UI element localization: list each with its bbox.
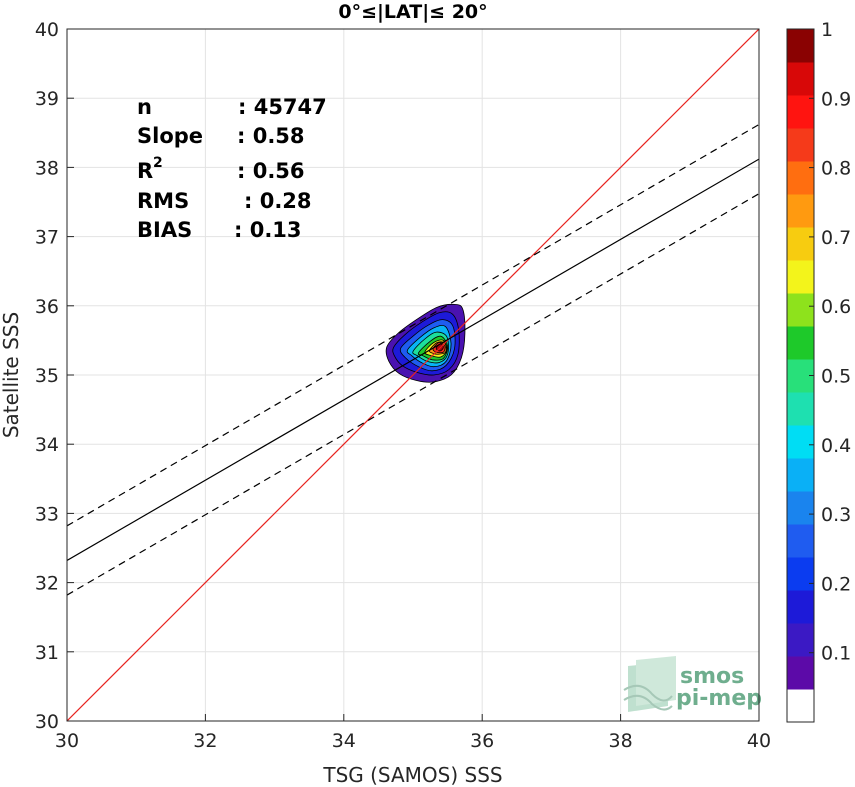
colorbar-segment xyxy=(787,194,814,228)
colorbar: 0.1 0.2 0.3 0.4 0.5 0.6 0.7 0.8 0.9 1 xyxy=(786,19,851,723)
identity-line xyxy=(67,29,759,721)
stats-box: n : 45747 Slope : 0.58 R 2 : 0.56 RMS : 0.28 BIAS… xyxy=(137,95,327,242)
colorbar-tick-label: 0.1 xyxy=(821,643,851,665)
colorbar-segment xyxy=(787,227,814,261)
y-tick-label: 40 xyxy=(35,19,59,41)
y-tick-label: 30 xyxy=(35,711,59,733)
colorbar-segment xyxy=(787,161,814,195)
stat-value: : 0.13 xyxy=(234,218,302,242)
colorbar-tick-label: 0.7 xyxy=(821,227,851,249)
colorbar-segment xyxy=(787,689,814,723)
x-tick-labels: 30 32 34 36 38 40 xyxy=(55,730,771,752)
colorbar-tick-label: 0.5 xyxy=(821,366,851,388)
colorbar-segment xyxy=(787,95,814,129)
reference-lines xyxy=(67,29,759,721)
y-tick-label: 37 xyxy=(35,227,59,249)
y-axis-label: Satellite SSS xyxy=(0,312,23,438)
colorbar-segment xyxy=(787,590,814,624)
colorbar-segment xyxy=(787,491,814,525)
stat-label: Slope xyxy=(137,124,203,148)
x-tick-label: 36 xyxy=(470,730,494,752)
colorbar-tick-label: 0.6 xyxy=(821,296,851,318)
colorbar-segment xyxy=(787,458,814,492)
x-tick-label: 38 xyxy=(609,730,633,752)
y-tick-label: 39 xyxy=(35,88,59,110)
regression-line xyxy=(67,158,759,561)
colorbar-segment xyxy=(787,425,814,459)
smos-pimep-logo: smos pi-mep xyxy=(623,656,762,712)
colorbar-segment xyxy=(787,392,814,426)
stat-label: R xyxy=(137,159,153,183)
colorbar-segment xyxy=(787,29,814,63)
colorbar-segment xyxy=(787,623,814,657)
logo-text-line1: smos xyxy=(680,664,744,689)
colorbar-segment xyxy=(787,656,814,690)
y-tick-label: 35 xyxy=(35,365,59,387)
y-tick-label: 32 xyxy=(35,573,59,595)
stat-label: n xyxy=(137,95,152,119)
colorbar-tick-label: 0.9 xyxy=(821,88,851,110)
colorbar-tick-label: 0.8 xyxy=(821,158,851,180)
plot-frame xyxy=(66,28,760,722)
colorbar-tick-label: 0.4 xyxy=(821,435,851,457)
y-tick-label: 36 xyxy=(35,296,59,318)
y-tick-label: 38 xyxy=(35,157,59,179)
logo-text-line2: pi-mep xyxy=(676,686,762,711)
stat-label: RMS xyxy=(137,189,189,213)
chart-title: 0°≤|LAT|≤ 20° xyxy=(338,1,487,23)
x-tick-label: 40 xyxy=(747,730,771,752)
regression-rms-line xyxy=(67,193,759,596)
y-tick-label: 31 xyxy=(35,642,59,664)
stat-value: : 0.28 xyxy=(244,189,312,213)
x-tick-label: 32 xyxy=(193,730,217,752)
colorbar-tick-label: 1 xyxy=(821,19,833,41)
regression+rms-line xyxy=(67,123,759,527)
y-tick-label: 33 xyxy=(35,503,59,525)
stat-value: : 0.56 xyxy=(237,159,305,183)
colorbar-tick-label: 0.3 xyxy=(821,504,851,526)
stat-superscript: 2 xyxy=(153,155,163,171)
logo-graphic xyxy=(623,656,676,712)
stat-value: : 45747 xyxy=(238,95,327,119)
colorbar-segment xyxy=(787,293,814,327)
stat-value: : 0.58 xyxy=(237,124,305,148)
y-tick-labels: 30 31 32 33 34 35 36 37 38 39 40 xyxy=(35,19,59,733)
x-axis-label: TSG (SAMOS) SSS xyxy=(322,763,502,787)
stat-label: BIAS xyxy=(137,218,192,242)
colorbar-tick-label: 0.2 xyxy=(821,573,851,595)
colorbar-segment xyxy=(787,260,814,294)
x-tick-label: 30 xyxy=(55,730,79,752)
y-tick-label: 34 xyxy=(35,434,59,456)
colorbar-segment xyxy=(787,62,814,96)
colorbar-segment xyxy=(787,524,814,558)
colorbar-segment xyxy=(787,557,814,591)
colorbar-segment xyxy=(787,128,814,162)
x-tick-label: 34 xyxy=(332,730,356,752)
colorbar-segment xyxy=(787,326,814,360)
